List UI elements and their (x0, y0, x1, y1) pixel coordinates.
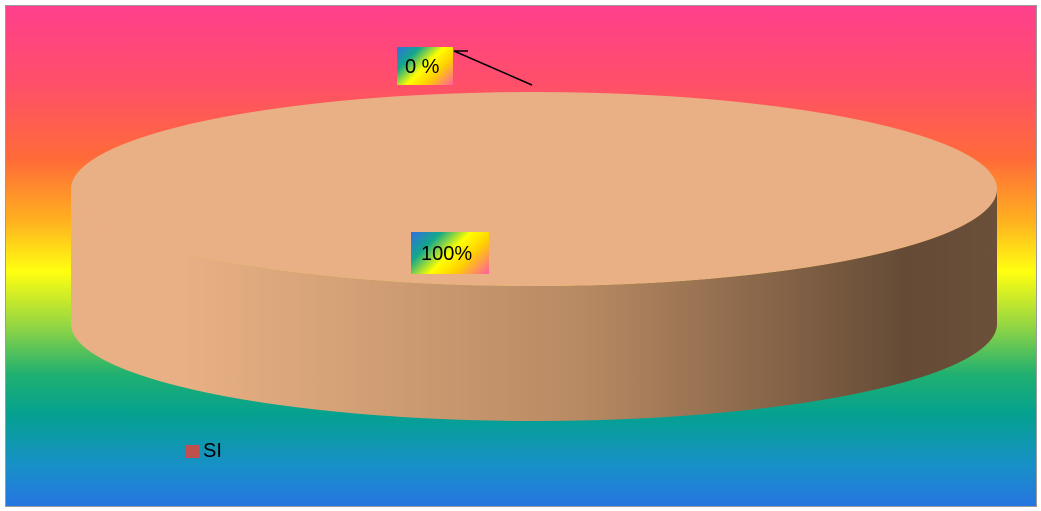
data-label-0-percent: 0 % (397, 47, 453, 85)
leader-line (453, 50, 533, 86)
pie-chart (6, 6, 1036, 506)
legend: SI (186, 440, 222, 463)
legend-label-si: SI (203, 440, 222, 462)
data-label-100-percent: 100% (411, 232, 489, 274)
pie-slice-side-si (71, 189, 997, 421)
pie-slice-top-si (71, 92, 997, 286)
chart-area: 0 % 100% SI (5, 5, 1037, 507)
legend-swatch-si (186, 445, 199, 458)
